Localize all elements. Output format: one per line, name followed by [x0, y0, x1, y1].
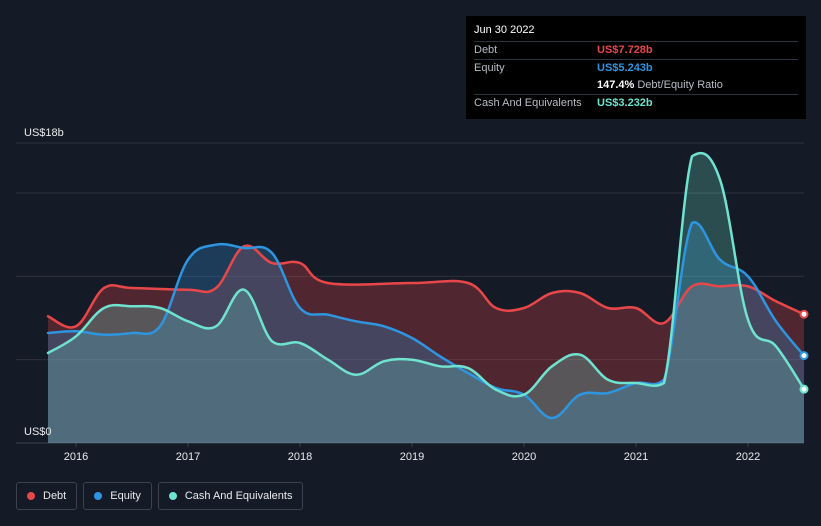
equity-dot-icon	[94, 492, 103, 500]
x-tick-label: 2021	[624, 451, 648, 463]
x-tick-label: 2016	[64, 451, 88, 463]
x-tick-label: 2018	[288, 451, 312, 463]
tooltip-equity-label: Equity	[474, 62, 505, 74]
tooltip-equity-value: US$5.243b	[597, 62, 653, 74]
tooltip-debt-value: US$7.728b	[597, 44, 653, 56]
tooltip-row-cash: Cash And Equivalents US$3.232b	[474, 94, 798, 112]
y-axis-bottom-label: US$0	[24, 426, 52, 438]
debt-end-marker	[799, 309, 809, 319]
legend-item-equity[interactable]: Equity	[83, 482, 152, 510]
series-areas	[48, 153, 804, 443]
tooltip-row-ratio: 147.4% Debt/Equity Ratio	[474, 77, 798, 94]
y-axis-top-label: US$18b	[24, 127, 64, 139]
x-tick-label: 2017	[176, 451, 200, 463]
tooltip-cash-label: Cash And Equivalents	[474, 97, 582, 109]
cash-and-equivalents-end-marker	[799, 384, 809, 394]
debt-dot-icon	[27, 492, 35, 500]
tooltip-cash-value: US$3.232b	[597, 97, 653, 109]
debt-line	[46, 244, 806, 329]
tooltip-debt-label: Debt	[474, 44, 498, 56]
hover-tooltip: Jun 30 2022 Debt US$7.728b Equity US$5.2…	[466, 16, 806, 119]
cash-and-equivalents-area	[48, 153, 804, 443]
equity-line	[46, 221, 806, 420]
cash-dot-icon	[168, 492, 177, 500]
legend-equity-label: Equity	[110, 490, 141, 502]
x-tick-label: 2020	[512, 451, 536, 463]
tooltip-ratio-value: 147.4%	[597, 79, 635, 91]
legend-item-debt[interactable]: Debt	[16, 482, 78, 510]
chart-legend: Debt Equity Cash And Equivalents	[16, 482, 304, 510]
tooltip-ratio-label	[474, 77, 597, 94]
series-lines	[46, 152, 806, 420]
legend-item-cash[interactable]: Cash And Equivalents	[157, 482, 304, 510]
hover-markers	[799, 309, 809, 394]
tooltip-row-equity: Equity US$5.243b	[474, 59, 798, 77]
x-tick-label: 2019	[400, 451, 424, 463]
legend-debt-label: Debt	[43, 490, 67, 502]
legend-cash-label: Cash And Equivalents	[184, 490, 293, 502]
cash-and-equivalents-line	[46, 152, 806, 398]
equity-end-marker	[799, 351, 809, 361]
x-tick-label: 2022	[736, 451, 760, 463]
equity-area	[48, 222, 804, 443]
axis-labels: US$18b US$0 2016 2017 2018 2019 2020 2021 2022	[24, 127, 760, 463]
tooltip-date: Jun 30 2022	[474, 24, 535, 36]
tooltip-ratio-suffix: Debt/Equity Ratio	[637, 79, 723, 91]
tooltip-row-debt: Debt US$7.728b	[474, 41, 798, 59]
grid-lines	[16, 142, 804, 444]
